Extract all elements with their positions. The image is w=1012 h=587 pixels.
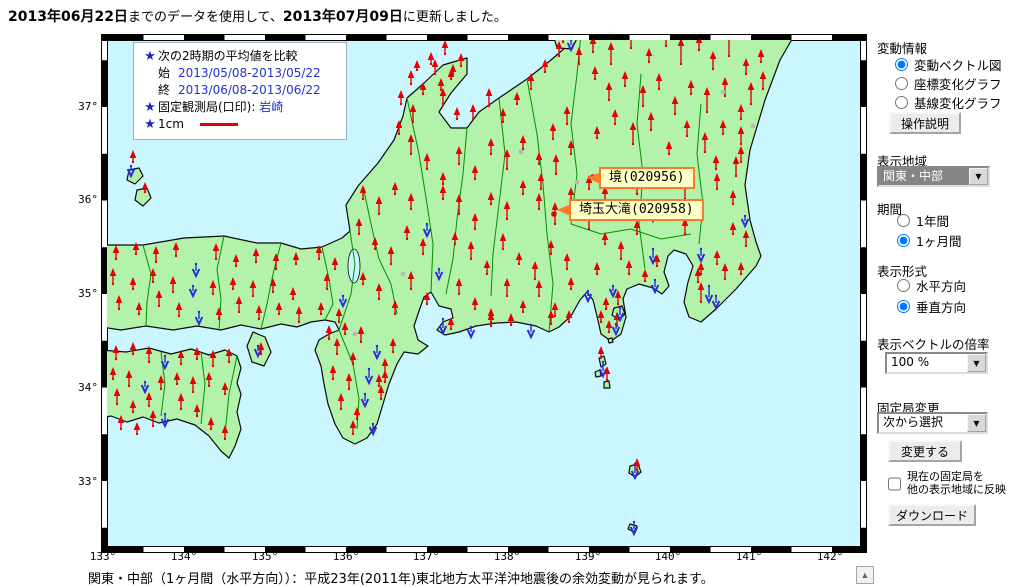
lon-tick: 133° — [89, 550, 117, 563]
region-select[interactable]: 関東・中部 ▼ — [877, 166, 990, 187]
radio-one-month[interactable]: 1ヶ月間 — [897, 231, 961, 250]
lat-tick: 35° — [78, 287, 98, 300]
lon-tick: 141° — [735, 550, 763, 563]
help-button[interactable]: 操作説明 — [889, 112, 961, 134]
reflect-fixed-station-checkbox[interactable] — [888, 472, 901, 496]
scale-bar-1cm — [199, 123, 238, 126]
callout-pointer-icon — [557, 204, 571, 216]
lat-tick: 33° — [78, 475, 98, 488]
section-heading-display-region: 表示地域 — [877, 154, 928, 169]
data-until-date: 2013年06月22日 — [8, 9, 128, 25]
radio-coordinate-graph-input[interactable] — [895, 77, 908, 90]
fixed-station-select-value: 次から選択 — [883, 415, 944, 429]
deformation-vector-map[interactable] — [101, 34, 867, 553]
legend-fixed-station-name: 岩崎 — [259, 100, 284, 114]
radio-vector-map[interactable]: 変動ベクトル図 — [895, 55, 1002, 74]
vector-scale-select[interactable]: 100 % ▼ — [885, 352, 988, 374]
section-heading-period: 期間 — [877, 202, 903, 217]
download-button[interactable]: ダウンロード — [888, 504, 976, 526]
vector-arrow-layer — [109, 40, 767, 537]
radio-vertical[interactable]: 垂直方向 — [897, 297, 966, 316]
radio-vertical-input[interactable] — [897, 300, 910, 313]
section-heading-display-format: 表示形式 — [877, 264, 928, 279]
lon-tick: 137° — [412, 550, 440, 563]
fixed-station-select[interactable]: 次から選択 ▼ — [877, 412, 988, 434]
radio-baseline-graph[interactable]: 基線変化グラフ — [895, 93, 1002, 112]
chevron-down-icon[interactable]: ▼ — [967, 354, 986, 372]
section-heading-vector-scale: 表示ベクトルの倍率 — [877, 337, 990, 352]
updated-date: 2013年07月09日 — [282, 9, 403, 25]
legend-end-period: 2013/06/08-2013/06/22 — [178, 83, 321, 97]
star-icon: ★ — [144, 117, 156, 132]
legend-end-label: 終 — [158, 83, 171, 97]
chevron-down-icon[interactable]: ▼ — [969, 168, 988, 185]
lon-tick: 138° — [493, 550, 521, 563]
lat-tick: 36° — [78, 193, 98, 206]
lon-tick: 134° — [170, 550, 198, 563]
legend-compare-text: 次の2時期の平均値を比較 — [158, 49, 298, 63]
lat-tick: 37° — [78, 100, 98, 113]
map-legend: ★ 次の2時期の平均値を比較 始 2013/05/08-2013/05/22 終 20… — [133, 42, 347, 140]
page-title: 2013年06月22日までのデータを使用して、2013年07月09日に更新しまし… — [8, 9, 507, 25]
chevron-down-icon[interactable]: ▼ — [967, 414, 986, 432]
station-callout-saitama-otaki: 埼玉大滝(020958) — [557, 199, 704, 221]
lon-tick: 140° — [654, 550, 682, 563]
radio-vector-map-input[interactable] — [895, 58, 908, 71]
reflect-fixed-station-option[interactable]: 現在の固定局を 他の表示地域に反映 — [888, 470, 1006, 496]
section-heading-deformation-info: 変動情報 — [877, 41, 928, 56]
radio-coordinate-graph[interactable]: 座標変化グラフ — [895, 74, 1002, 93]
radio-baseline-graph-input[interactable] — [895, 96, 908, 109]
star-icon: ★ — [144, 49, 156, 64]
lat-tick: 34° — [78, 381, 98, 394]
prefecture-borders — [142, 40, 704, 435]
radio-horizontal[interactable]: 水平方向 — [897, 276, 966, 295]
radio-horizontal-input[interactable] — [897, 279, 910, 292]
lon-tick: 135° — [251, 550, 279, 563]
legend-start-label: 始 — [158, 66, 171, 80]
change-button[interactable]: 変更する — [888, 440, 962, 462]
lake — [347, 248, 361, 284]
lon-tick: 139° — [574, 550, 602, 563]
map-canvas — [101, 34, 867, 553]
lon-tick: 136° — [332, 550, 360, 563]
vector-scale-value: 100 % — [891, 355, 930, 369]
status-text: 関東・中部（1ヶ月間（水平方向））：平成23年(2011年)東北地方太平洋沖地震… — [88, 572, 714, 587]
scroll-up-button[interactable]: ▲ — [856, 566, 874, 584]
star-icon: ★ — [144, 100, 156, 115]
region-select-value: 関東・中部 — [879, 168, 969, 185]
radio-one-month-input[interactable] — [897, 234, 910, 247]
legend-scale-label: 1cm — [158, 117, 184, 131]
callout-pointer-icon — [587, 172, 601, 184]
lon-tick: 142° — [816, 550, 844, 563]
legend-fixed-station-label: 固定観測局(口印): — [158, 100, 256, 114]
radio-one-year[interactable]: 1年間 — [897, 211, 949, 230]
radio-one-year-input[interactable] — [897, 214, 910, 227]
legend-start-period: 2013/05/08-2013/05/22 — [178, 66, 321, 80]
station-callout-sakai: 境(020956) — [587, 167, 695, 189]
